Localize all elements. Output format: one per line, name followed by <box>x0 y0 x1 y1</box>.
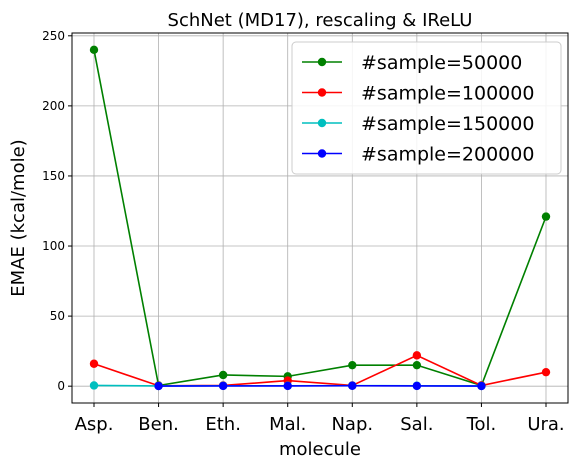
data-point <box>348 361 356 369</box>
y-tick-label: 150 <box>42 169 65 183</box>
data-point <box>154 382 162 390</box>
x-axis-label: molecule <box>279 439 361 460</box>
x-tick-label: Asp. <box>75 414 114 435</box>
x-tick-label: Eth. <box>205 414 241 435</box>
data-point <box>284 382 292 390</box>
data-point <box>90 381 98 389</box>
data-point <box>90 46 98 54</box>
x-tick-label: Sal. <box>400 414 433 435</box>
data-point <box>219 371 227 379</box>
data-point <box>413 382 421 390</box>
legend-label: #sample=100000 <box>361 83 534 105</box>
legend-marker <box>318 119 326 127</box>
y-tick-label: 250 <box>42 29 65 43</box>
x-tick-label: Nap. <box>331 414 373 435</box>
data-point <box>542 212 550 220</box>
x-ticks: Asp. Ben. Eth. Mal. Nap. Sal. Tol. Ura. <box>75 403 565 435</box>
chart-title: SchNet (MD17), rescaling & IReLU <box>168 10 473 31</box>
legend-marker <box>318 58 326 66</box>
data-point <box>348 382 356 390</box>
legend-label: #sample=200000 <box>361 144 534 166</box>
data-point <box>542 368 550 376</box>
x-tick-label: Ben. <box>138 414 179 435</box>
data-point <box>413 351 421 359</box>
y-tick-label: 100 <box>42 239 65 253</box>
data-point <box>413 361 421 369</box>
x-tick-label: Ura. <box>527 414 564 435</box>
legend-label: #sample=50000 <box>361 52 522 74</box>
y-axis-label: EMAE (kcal/mole) <box>8 139 29 296</box>
legend-marker <box>318 88 326 96</box>
y-tick-label: 0 <box>57 379 65 393</box>
data-point <box>90 360 98 368</box>
legend: #sample=50000 #sample=100000 #sample=15000… <box>292 42 561 174</box>
data-point <box>477 382 485 390</box>
y-ticks: 0 50 100 150 200 250 <box>42 29 72 393</box>
x-tick-label: Mal. <box>269 414 306 435</box>
legend-label: #sample=150000 <box>361 113 534 135</box>
y-tick-label: 200 <box>42 99 65 113</box>
data-point <box>219 382 227 390</box>
legend-marker <box>318 149 326 157</box>
x-tick-label: Tol. <box>466 414 497 435</box>
y-tick-label: 50 <box>50 309 65 323</box>
